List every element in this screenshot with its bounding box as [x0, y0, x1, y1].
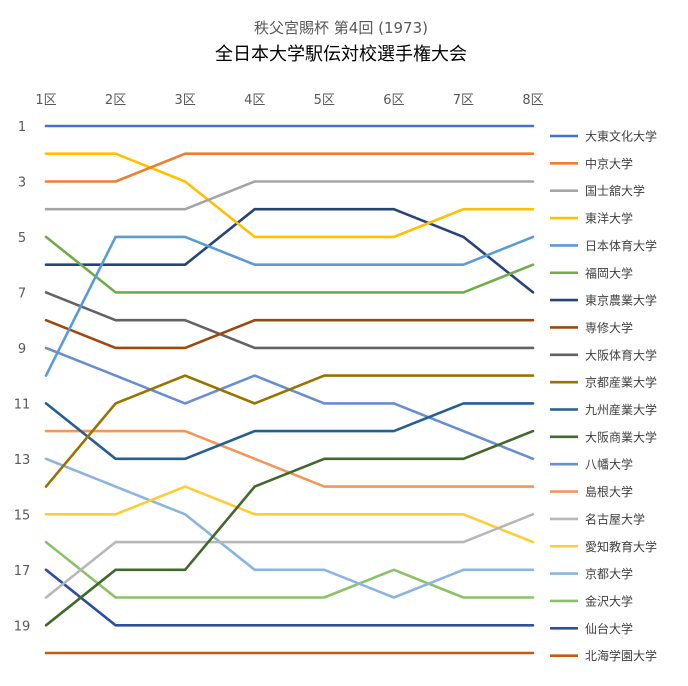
legend-label: 大東文化大学 [585, 129, 657, 144]
series-line [44, 512, 535, 599]
x-tick-label: 1区 [35, 93, 56, 108]
y-tick-label: 3 [18, 175, 26, 190]
series-line [44, 152, 535, 183]
plot-area [44, 124, 535, 655]
legend-label: 東京農業大学 [585, 293, 657, 308]
series-line [44, 235, 535, 294]
y-tick-label: 7 [18, 286, 26, 301]
legend-label: 八幡大学 [585, 457, 633, 472]
x-tick-label: 3区 [175, 93, 196, 108]
series-line [44, 318, 535, 350]
x-tick-label: 7区 [453, 93, 474, 108]
series-line [44, 235, 535, 377]
legend-label: 北海学園大学 [585, 648, 657, 663]
y-tick-label: 9 [18, 342, 26, 357]
x-tick-label: 2区 [105, 93, 126, 108]
series-line [44, 485, 535, 544]
legend-label: 名古屋大学 [585, 511, 645, 526]
series-line [44, 457, 535, 599]
series-line [44, 374, 535, 488]
series-line [44, 152, 535, 239]
legend-label: 専修大学 [585, 320, 633, 335]
chart-subtitle: 全日本大学駅伝対校選手権大会 [215, 44, 467, 65]
series-line [44, 207, 535, 294]
legend-label: 京都大学 [585, 566, 633, 581]
x-tick-label: 6区 [383, 93, 404, 108]
y-tick-label: 17 [14, 564, 31, 579]
legend-label: 大阪商業大学 [585, 429, 657, 444]
chart-title: 秩父宮賜杯 第4回 (1973) [254, 19, 428, 37]
legend-label: 日本体育大学 [585, 238, 657, 253]
x-tick-label: 8区 [522, 93, 543, 108]
series-line [44, 180, 535, 211]
legend-label: 大阪体育大学 [585, 347, 657, 362]
y-tick-label: 11 [14, 397, 31, 412]
series-line [44, 568, 535, 627]
series-line [44, 291, 535, 350]
legend-label: 島根大学 [585, 484, 633, 499]
legend-label: 国士舘大学 [585, 183, 645, 198]
legend-label: 仙台大学 [585, 621, 633, 636]
legend-label: 京都産業大学 [585, 375, 657, 390]
legend-label: 福岡大学 [585, 265, 633, 280]
y-tick-label: 19 [14, 619, 31, 634]
y-tick-label: 5 [18, 231, 26, 246]
series-line [44, 402, 535, 461]
x-axis: 1区 2区 3区 4区 5区 6区 7区 8区 [35, 93, 543, 108]
series-line [44, 429, 535, 627]
y-tick-label: 1 [18, 120, 26, 135]
legend-label: 中京大学 [585, 156, 633, 171]
legend-label: 東洋大学 [585, 211, 633, 226]
y-tick-label: 15 [14, 508, 31, 523]
x-tick-label: 5区 [314, 93, 335, 108]
x-tick-label: 4区 [244, 93, 265, 108]
y-tick-label: 13 [14, 453, 31, 468]
legend-label: 愛知教育大学 [585, 539, 657, 554]
legend: 大東文化大学中京大学国士舘大学東洋大学日本体育大学福岡大学東京農業大学専修大学大… [550, 129, 657, 663]
series-line [44, 540, 535, 599]
legend-label: 金沢大学 [585, 593, 633, 608]
legend-label: 九州産業大学 [585, 402, 657, 417]
